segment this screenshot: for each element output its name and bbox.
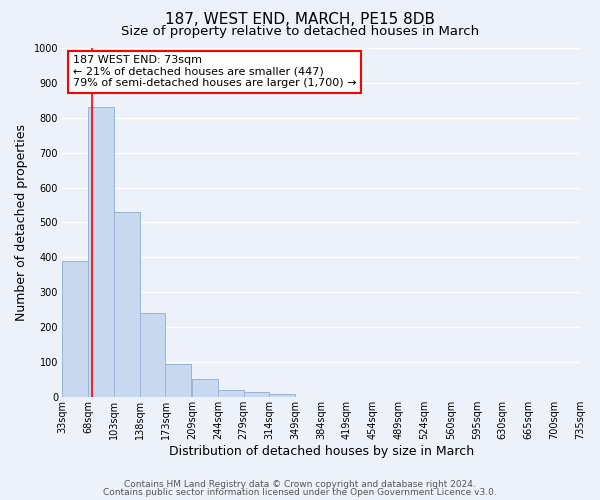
Bar (62, 261, 88, 397)
Bar (166, 364, 191, 397)
Bar (88, 108, 114, 397)
Text: 187 WEST END: 73sqm
← 21% of detached houses are smaller (447)
79% of semi-detac: 187 WEST END: 73sqm ← 21% of detached ho… (73, 55, 356, 88)
Bar (244, 392, 269, 397)
Text: 187, WEST END, MARCH, PE15 8DB: 187, WEST END, MARCH, PE15 8DB (165, 12, 435, 28)
Bar (269, 394, 295, 397)
Text: Size of property relative to detached houses in March: Size of property relative to detached ho… (121, 25, 479, 38)
Text: Contains public sector information licensed under the Open Government Licence v3: Contains public sector information licen… (103, 488, 497, 497)
Y-axis label: Number of detached properties: Number of detached properties (15, 124, 28, 321)
Bar (192, 380, 218, 397)
Text: Contains HM Land Registry data © Crown copyright and database right 2024.: Contains HM Land Registry data © Crown c… (124, 480, 476, 489)
Bar (114, 212, 140, 397)
X-axis label: Distribution of detached houses by size in March: Distribution of detached houses by size … (169, 444, 473, 458)
Bar (140, 313, 166, 397)
Bar (218, 390, 244, 397)
